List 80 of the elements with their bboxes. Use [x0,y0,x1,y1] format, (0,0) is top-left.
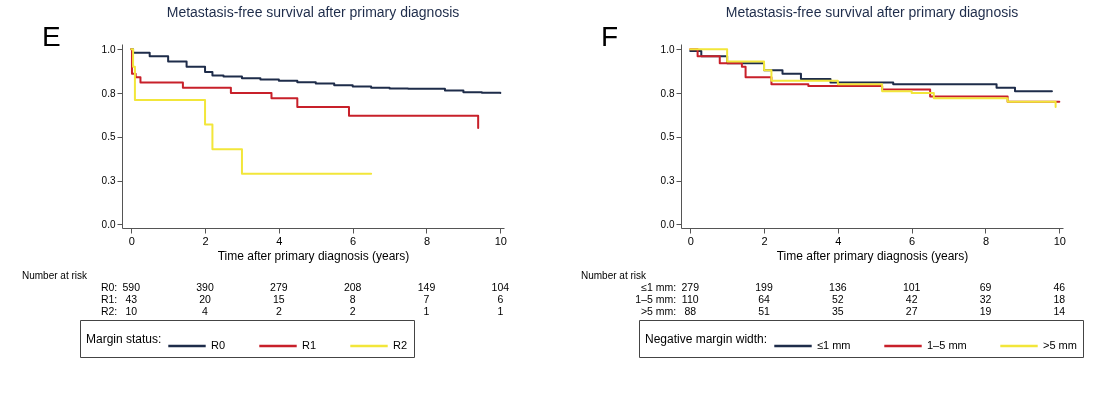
text: 208 [343,281,362,293]
x-tick-label: 6 [350,234,357,247]
y-tick-label: 1.0 [101,43,116,55]
text: 390 [196,281,214,293]
legend-label: R1 [302,339,317,351]
text: 64 [758,293,771,305]
text: 8 [349,293,356,305]
y-tick-label: 0.8 [660,87,675,99]
text: 35 [832,305,844,317]
chart-title: Metastasis-free survival after primary diagnosis [725,4,1019,20]
text: 15 [273,293,285,305]
text: Number at risk [22,270,89,281]
text: R1: [100,293,118,305]
x-axis-title: Time after primary diagnosis (years) [776,248,969,263]
text: 46 [1053,281,1066,293]
text: 27 [905,305,918,317]
text: 43 [125,293,138,305]
text: 10 [125,305,138,317]
text: 7 [423,293,430,305]
text: 19 [979,305,992,317]
y-tick-label: 1.0 [660,43,675,55]
text: ≤1 mm: [641,281,677,293]
x-tick-label: 4 [276,234,283,247]
x-tick-label: 2 [202,234,209,247]
text: E [42,21,61,52]
text: 1–5 mm: [635,293,677,305]
legend-label: >5 mm [1043,339,1077,351]
text: 101 [902,281,921,293]
text: 32 [979,293,992,305]
text: 1 [423,305,430,317]
text: R2: [100,305,118,317]
legend-label: ≤1 mm [817,339,851,351]
x-tick-label: 8 [982,234,990,247]
legend-label: R2 [393,339,408,351]
text: 279 [681,281,700,293]
y-tick-label: 0.8 [101,87,116,99]
text: 590 [122,281,141,293]
text: R0: [100,281,118,293]
text: 104 [491,281,510,293]
y-tick-label: 0.5 [660,131,675,143]
text: Number at risk [581,270,648,281]
text: 18 [1053,293,1066,305]
text: 20 [199,293,212,305]
text: 88 [684,305,697,317]
legend-label: R0 [211,339,226,351]
text: 4 [202,305,209,317]
x-axis-title: Time after primary diagnosis (years) [217,248,410,263]
y-tick-label: 0.3 [101,175,116,187]
text: 149 [417,281,436,293]
x-tick-label: 10 [494,234,507,247]
x-tick-label: 8 [423,234,431,247]
text: 136 [829,281,847,293]
x-tick-label: 4 [835,234,842,247]
legend-label: 1–5 mm [927,339,967,351]
x-tick-label: 6 [909,234,916,247]
x-tick-label: 2 [761,234,768,247]
x-tick-label: 0 [687,234,694,247]
x-tick-label: 10 [1053,234,1066,247]
y-tick-label: 0.3 [660,175,675,187]
text: 6 [497,293,504,305]
y-tick-label: 0.0 [660,219,675,230]
text: 199 [755,281,773,293]
text: 52 [832,293,844,305]
text: >5 mm: [640,305,677,317]
text: 69 [979,281,992,293]
text: F [601,21,619,52]
text: 279 [270,281,288,293]
text: 2 [349,305,356,317]
legend-title: Margin status: [86,332,162,346]
legend-title: Negative margin width: [645,332,768,346]
text: 2 [275,305,282,317]
text: 110 [681,293,699,305]
text: 42 [905,293,918,305]
chart-title: Metastasis-free survival after primary diagnosis [166,4,460,20]
y-tick-label: 0.0 [101,219,116,230]
x-tick-label: 0 [128,234,135,247]
y-tick-label: 0.5 [101,131,116,143]
text: 1 [497,305,504,317]
text: 14 [1053,305,1066,317]
text: 51 [758,305,771,317]
